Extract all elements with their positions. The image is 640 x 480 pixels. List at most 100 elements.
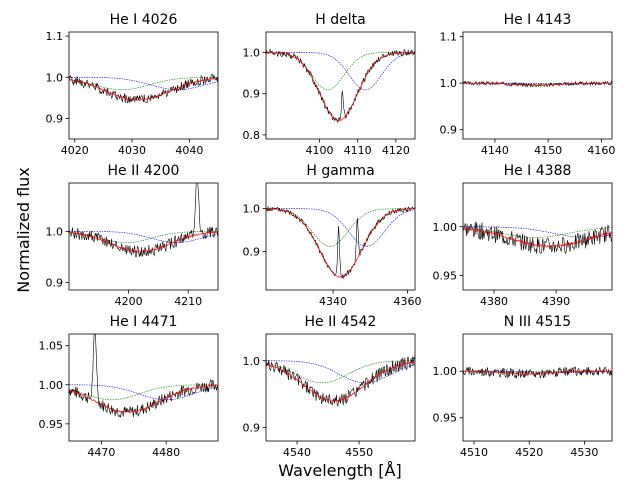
panel-8: He II 4542 4540 4550 0.9 1.0 bbox=[243, 314, 416, 459]
panel-title: He I 4143 bbox=[504, 12, 572, 28]
panel-grid: He I 4026 4020 4030 4040 0.9 1.0 1.1 H delta 410… bbox=[39, 12, 616, 459]
panel-1: He I 4026 4020 4030 4040 0.9 1.0 1.1 bbox=[46, 12, 219, 157]
x-tick-label: 4020 bbox=[61, 144, 89, 157]
y-tick-label: 1.1 bbox=[46, 30, 64, 43]
y-tick-label: 1.0 bbox=[46, 71, 64, 84]
series-group bbox=[69, 183, 218, 258]
axes-frame bbox=[265, 182, 416, 291]
series-component-2 bbox=[69, 77, 218, 90]
axes-frame bbox=[68, 182, 219, 291]
panel-title: H delta bbox=[315, 12, 365, 28]
y-tick-label: 1.0 bbox=[243, 355, 261, 368]
axes-frame bbox=[265, 333, 416, 442]
x-tick-label: 4150 bbox=[534, 144, 562, 157]
series-observed bbox=[463, 80, 612, 88]
y-tick-label: 0.9 bbox=[46, 276, 64, 289]
series-component-1 bbox=[463, 226, 612, 238]
series-observed bbox=[266, 206, 415, 279]
series-component-2 bbox=[266, 360, 415, 384]
x-tick-label: 4390 bbox=[542, 295, 570, 308]
series-model bbox=[266, 51, 415, 122]
panel-9: N III 4515 4510 4520 4530 0.95 1.00 bbox=[433, 314, 613, 459]
x-tick-label: 4030 bbox=[118, 144, 146, 157]
x-tick-label: 4510 bbox=[460, 446, 488, 459]
y-tick-label: 0.8 bbox=[243, 129, 261, 142]
series-model bbox=[69, 384, 218, 414]
series-component-2 bbox=[69, 384, 218, 401]
series-group bbox=[463, 221, 612, 254]
series-model bbox=[266, 361, 415, 402]
y-tick-label: 1.0 bbox=[243, 47, 261, 60]
series-model bbox=[463, 370, 612, 376]
y-tick-label: 0.9 bbox=[243, 245, 261, 258]
series-group bbox=[69, 334, 218, 418]
x-tick-label: 4380 bbox=[480, 295, 508, 308]
x-tick-label: 4040 bbox=[175, 144, 203, 157]
series-component-1 bbox=[266, 208, 415, 247]
panel-title: He II 4200 bbox=[108, 163, 180, 179]
y-tick-label: 0.95 bbox=[39, 418, 64, 431]
series-observed bbox=[266, 355, 415, 407]
x-tick-label: 4200 bbox=[115, 295, 143, 308]
y-tick-label: 1.0 bbox=[440, 77, 458, 90]
y-tick-label: 1.0 bbox=[46, 225, 64, 238]
panel-title: H gamma bbox=[306, 163, 374, 179]
panel-7: He I 4471 4470 4480 0.95 1.00 1.05 bbox=[39, 314, 219, 459]
series-observed bbox=[463, 366, 612, 379]
series-component-2 bbox=[69, 231, 218, 243]
series-model bbox=[463, 82, 612, 86]
series-observed bbox=[69, 334, 218, 418]
axes-frame bbox=[68, 31, 219, 140]
panel-5: H gamma 4340 4360 0.9 1.0 bbox=[243, 163, 422, 308]
x-tick-label: 4160 bbox=[587, 144, 615, 157]
panel-title: He II 4542 bbox=[305, 314, 377, 330]
x-tick-label: 4340 bbox=[319, 295, 347, 308]
panel-title: He I 4471 bbox=[110, 314, 178, 330]
series-observed bbox=[69, 74, 218, 104]
axes-frame bbox=[462, 31, 613, 140]
x-tick-label: 4480 bbox=[152, 446, 180, 459]
panel-3: He I 4143 4140 4150 4160 0.9 1.0 1.1 bbox=[440, 12, 616, 157]
panel-title: He I 4026 bbox=[110, 12, 178, 28]
y-tick-label: 1.05 bbox=[39, 340, 64, 353]
axes-frame bbox=[68, 333, 219, 442]
axes-frame bbox=[462, 182, 613, 291]
series-group bbox=[463, 366, 612, 379]
y-tick-label: 1.0 bbox=[243, 203, 261, 216]
y-tick-label: 1.1 bbox=[440, 31, 458, 44]
series-model bbox=[69, 231, 218, 254]
axes-frame bbox=[265, 31, 416, 140]
series-component-1 bbox=[69, 384, 218, 401]
x-tick-label: 4470 bbox=[87, 446, 115, 459]
series-observed bbox=[463, 221, 612, 254]
x-tick-label: 4100 bbox=[305, 144, 333, 157]
y-tick-label: 0.9 bbox=[243, 88, 261, 101]
axes-frame bbox=[462, 333, 613, 442]
y-tick-label: 0.9 bbox=[46, 112, 64, 125]
panel-title: N III 4515 bbox=[504, 314, 571, 330]
y-tick-label: 0.95 bbox=[433, 269, 458, 282]
x-tick-label: 4540 bbox=[283, 446, 311, 459]
x-tick-label: 4520 bbox=[515, 446, 543, 459]
x-tick-label: 4110 bbox=[344, 144, 372, 157]
panel-4: He II 4200 4200 4210 0.9 1.0 bbox=[46, 163, 219, 308]
y-tick-label: 0.9 bbox=[243, 422, 261, 435]
x-tick-label: 4530 bbox=[570, 446, 598, 459]
y-tick-label: 0.95 bbox=[433, 412, 458, 425]
series-model bbox=[463, 227, 612, 248]
panel-title: He I 4388 bbox=[504, 163, 572, 179]
series-group bbox=[266, 206, 415, 279]
y-tick-label: 0.9 bbox=[440, 124, 458, 137]
x-tick-label: 4550 bbox=[345, 446, 373, 459]
series-group bbox=[69, 74, 218, 104]
y-tick-label: 1.00 bbox=[39, 379, 64, 392]
x-tick-label: 4360 bbox=[394, 295, 422, 308]
series-component-1 bbox=[69, 77, 218, 90]
series-component-1 bbox=[69, 231, 218, 243]
y-tick-label: 1.00 bbox=[433, 365, 458, 378]
series-component-2 bbox=[266, 52, 415, 91]
series-observed bbox=[266, 48, 415, 124]
panel-2: H delta 4100 4110 4120 0.8 0.9 1.0 bbox=[243, 12, 416, 157]
x-axis-label: Wavelength [Å] bbox=[278, 461, 401, 480]
